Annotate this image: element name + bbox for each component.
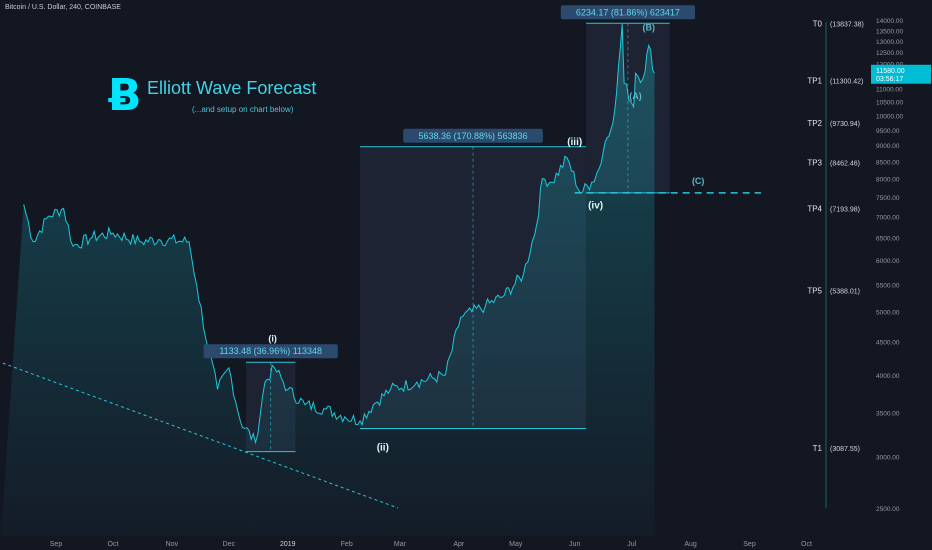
x-tick-label: Aug <box>684 541 697 548</box>
y-tick-label: 9000.00 <box>876 143 900 150</box>
target-value-6: (5388.01) <box>830 288 860 295</box>
time-axis-bg <box>0 536 932 550</box>
x-tick-label: Oct <box>108 541 119 548</box>
wave-label-6: (B) <box>643 22 656 32</box>
target-value-3: (9730.94) <box>830 121 860 128</box>
measure-label-2: 5638.36 (170.88%) 563836 <box>419 131 528 141</box>
last-price-label: 11580.00 <box>876 68 905 75</box>
last-price-tag <box>871 64 931 84</box>
x-tick-label: Sep <box>50 541 63 548</box>
price-axis-bg <box>870 0 932 550</box>
x-tick-label: May <box>509 541 523 548</box>
y-tick-label: 14000.00 <box>876 18 903 25</box>
x-tick-label: Jul <box>627 541 636 548</box>
target-label-3: TP2 <box>807 119 822 128</box>
y-tick-label: 10500.00 <box>876 99 903 106</box>
headline-title: Elliott Wave Forecast <box>147 78 317 98</box>
target-value-7: (3087.55) <box>830 446 860 453</box>
measure-label-bg-2 <box>403 128 543 143</box>
y-tick-label: 6000.00 <box>876 258 900 265</box>
y-tick-label: 5500.00 <box>876 283 900 290</box>
symbol-title: Bitcoin / U.S. Dollar, 240, COINBASE <box>5 4 121 11</box>
target-label-7: T1 <box>813 444 823 453</box>
measure-label-bg-1 <box>203 344 338 359</box>
y-tick-label: 12500.00 <box>876 50 903 57</box>
x-tick-label: Mar <box>394 541 407 548</box>
wave-label-7: (C) <box>692 176 705 186</box>
x-tick-label: Apr <box>453 541 465 548</box>
target-value-5: (7193.98) <box>830 207 860 214</box>
target-label-6: TP5 <box>807 286 822 295</box>
measure-label-bg-3 <box>560 5 695 20</box>
measure-label-1: 1133.48 (36.96%) 113348 <box>219 346 322 356</box>
y-tick-label: 10000.00 <box>876 113 903 120</box>
x-tick-label: Feb <box>341 541 353 548</box>
target-label-5: TP4 <box>807 205 822 214</box>
price-line <box>23 24 655 445</box>
wave-label-1: (i) <box>268 334 277 344</box>
y-tick-label: 8000.00 <box>876 177 900 184</box>
y-tick-label: 2500.00 <box>876 506 900 513</box>
x-tick-label: Jun <box>569 541 580 548</box>
bitcoin-logo-icon: Ƀ <box>108 70 142 121</box>
wave-label-3: (iii) <box>567 137 582 148</box>
target-value-4: (8462.46) <box>830 161 860 168</box>
trendline <box>0 361 399 509</box>
target-label-1: T0 <box>813 19 823 28</box>
y-tick-label: 6500.00 <box>876 235 900 242</box>
x-tick-label: Dec <box>223 541 236 548</box>
x-tick-label: Nov <box>166 541 179 548</box>
y-tick-label: 13000.00 <box>876 39 903 46</box>
y-tick-label: 4000.00 <box>876 373 900 380</box>
y-tick-label: 11000.00 <box>876 86 903 93</box>
target-label-2: TP1 <box>807 77 822 86</box>
target-value-2: (11300.42) <box>830 79 863 86</box>
y-tick-label: 7500.00 <box>876 195 900 202</box>
y-tick-label: 4500.00 <box>876 340 900 347</box>
y-tick-label: 9500.00 <box>876 128 900 135</box>
x-tick-label: 2019 <box>280 541 296 548</box>
y-tick-label: 8500.00 <box>876 159 900 166</box>
y-tick-label: 13500.00 <box>876 28 903 35</box>
x-tick-label: Oct <box>801 541 812 548</box>
y-tick-label: 7000.00 <box>876 214 900 221</box>
wave-label-2: (ii) <box>377 443 389 454</box>
y-tick-label: 5000.00 <box>876 310 900 317</box>
price-area <box>0 24 655 550</box>
y-tick-label: 3500.00 <box>876 411 900 418</box>
wave-label-4: (iv) <box>588 200 603 211</box>
wave-label-5: (A) <box>629 91 642 101</box>
target-label-4: TP3 <box>807 159 822 168</box>
x-tick-label: Sep <box>743 541 756 548</box>
y-tick-label: 3000.00 <box>876 454 900 461</box>
last-price-timer: 03:56:17 <box>876 76 903 83</box>
headline-subtitle: (...and setup on chart below) <box>192 105 294 114</box>
measure-label-3: 6234.17 (81.86%) 623417 <box>576 7 680 17</box>
target-value-1: (13837.38) <box>830 21 864 28</box>
